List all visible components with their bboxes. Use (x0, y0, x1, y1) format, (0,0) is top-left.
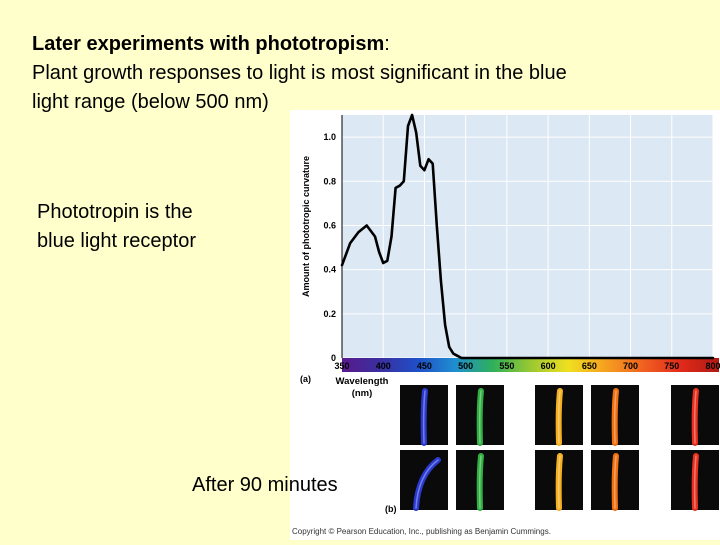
figure-panel: 0 0.2 0.4 0.6 0.8 1.0 350 400 450 500 550 600 650 700… (290, 110, 720, 540)
seedling-highlight (557, 390, 561, 444)
y-tick-label: 0 (331, 353, 336, 363)
after-label: After 90 minutes (192, 474, 338, 496)
x-tick-label: 600 (541, 361, 556, 371)
plot-area (342, 115, 713, 358)
seedling-highlight (613, 390, 617, 444)
title-line-1: Later experiments with phototropism: (32, 30, 712, 59)
x-tick-label: 550 (499, 361, 514, 371)
seedling-highlight (478, 390, 482, 444)
series-line (340, 113, 715, 360)
slide-title: Later experiments with phototropism: Pla… (32, 30, 712, 117)
seedling-stem (420, 388, 428, 446)
seedling-stem (555, 388, 563, 446)
y-tick-label: 0.4 (323, 265, 336, 275)
y-tick-label: 1.0 (323, 132, 336, 142)
seedling-stem (476, 453, 484, 511)
seedling-highlight (693, 455, 697, 509)
x-axis-label-line-1: Wavelength (336, 376, 389, 387)
spectrum-bar (342, 358, 719, 372)
seedling-highlight (557, 455, 561, 509)
x-axis-label-line-2: (nm) (352, 388, 373, 399)
panel-b-label: (b) (385, 504, 397, 514)
x-tick-label: 700 (623, 361, 638, 371)
seedling-stem (611, 453, 619, 511)
x-tick-label: 450 (417, 361, 432, 371)
x-tick-label: 350 (334, 361, 349, 371)
x-tick-label: 650 (582, 361, 597, 371)
seedling-highlight (422, 390, 426, 444)
copyright-text: Copyright © Pearson Education, Inc., pub… (292, 527, 551, 536)
seedling-highlight (478, 455, 482, 509)
side-note-line-2: blue light receptor (37, 230, 196, 252)
panel-a-label: (a) (300, 374, 311, 384)
y-tick-label: 0.8 (323, 176, 336, 186)
seedling-stem (611, 388, 619, 446)
seedling-highlight (693, 390, 697, 444)
x-tick-label: 750 (664, 361, 679, 371)
seedling-stem (413, 457, 441, 511)
seedling-stem (476, 388, 484, 446)
title-line-3: light range (below 500 nm) (32, 91, 269, 113)
title-line-2: Plant growth responses to light is most … (32, 62, 567, 84)
y-tick-label: 0.2 (323, 309, 336, 319)
x-tick-label: 500 (458, 361, 473, 371)
seedling-stem (691, 388, 699, 446)
seedling-stem (691, 453, 699, 511)
phototropism-chart: 0 0.2 0.4 0.6 0.8 1.0 350 400 450 500 550 600 650 700… (300, 113, 720, 514)
seedling-highlight (613, 455, 617, 509)
seedling-stem (555, 453, 563, 511)
side-note-line-1: Phototropin is the (37, 201, 193, 223)
x-tick-label: 400 (376, 361, 391, 371)
title-bold: Later experiments with phototropism (32, 33, 385, 55)
title-colon: : (384, 33, 390, 55)
side-note: Phototropin is the blue light receptor (37, 198, 277, 256)
x-tick-label: 800 (705, 361, 720, 371)
y-tick-label: 0.6 (323, 220, 336, 230)
seedling-highlight (415, 459, 439, 509)
y-axis-label: Amount of phototropic curvature (301, 156, 311, 297)
